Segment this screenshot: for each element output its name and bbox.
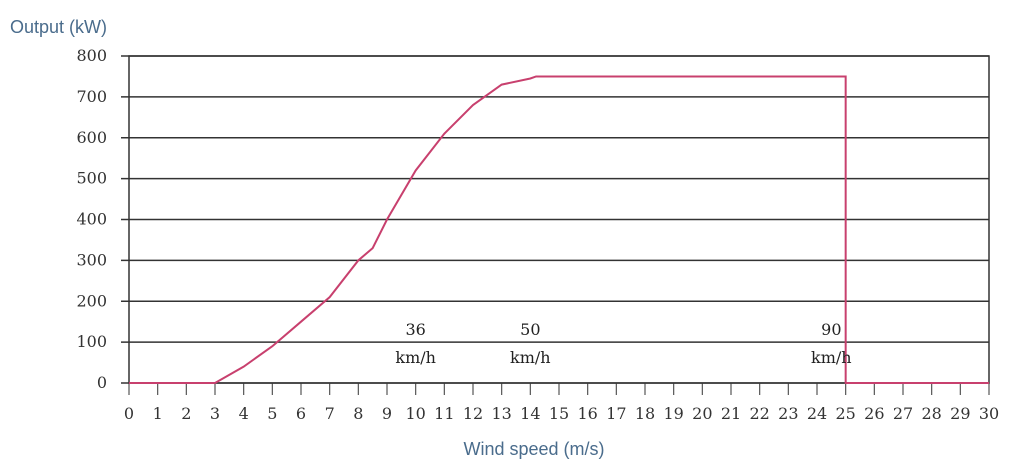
x-tick-label: 23 — [778, 404, 798, 423]
x-tick-label: 10 — [405, 404, 425, 423]
x-tick-label: 22 — [749, 404, 769, 423]
speed-annotations: 36 km/h 50 km/h 90 km/h — [395, 320, 851, 367]
annotation-unit: km/h — [510, 348, 551, 367]
annotation-value: 50 — [520, 320, 540, 339]
x-tick-label: 20 — [692, 404, 712, 423]
x-tick-label: 9 — [382, 404, 392, 423]
y-axis-label: Output (kW) — [10, 17, 107, 37]
x-tick-label: 5 — [267, 404, 277, 423]
x-tick-label: 0 — [124, 404, 134, 423]
y-tick-label: 0 — [97, 373, 107, 392]
x-tick-label: 25 — [835, 404, 855, 423]
x-tick-label: 29 — [950, 404, 970, 423]
x-tick-label: 26 — [864, 404, 884, 423]
x-axis-label: Wind speed (m/s) — [463, 439, 604, 459]
y-tick-label: 600 — [76, 128, 107, 147]
x-tick-label: 27 — [893, 404, 913, 423]
annotation-unit: km/h — [395, 348, 436, 367]
y-tick-label: 800 — [76, 46, 107, 65]
x-tick-label: 16 — [577, 404, 597, 423]
x-tick-label: 24 — [807, 404, 827, 423]
x-tick-label: 21 — [721, 404, 741, 423]
x-tick-label: 18 — [635, 404, 655, 423]
x-tick-label: 11 — [434, 404, 454, 423]
y-tick-label: 100 — [76, 332, 107, 351]
x-tick-label: 2 — [181, 404, 191, 423]
x-axis-ticks: 0 1 2 3 4 5 6 7 8 9 10 11 12 13 14 15 16 17 18 19 20 21 22 23 24… — [124, 383, 999, 423]
x-tick-label: 15 — [549, 404, 569, 423]
y-tick-label: 200 — [76, 291, 107, 310]
y-tick-label: 400 — [76, 210, 107, 229]
annotation-unit: km/h — [811, 348, 852, 367]
x-tick-label: 14 — [520, 404, 540, 423]
x-tick-label: 13 — [491, 404, 511, 423]
x-tick-label: 4 — [239, 404, 249, 423]
x-tick-label: 19 — [663, 404, 683, 423]
x-tick-label: 17 — [606, 404, 626, 423]
grid-lines — [129, 55, 989, 384]
annotation-value: 90 — [821, 320, 841, 339]
x-tick-label: 3 — [210, 404, 220, 423]
x-tick-label: 12 — [463, 404, 483, 423]
annotation-value: 36 — [405, 320, 425, 339]
x-tick-label: 7 — [325, 404, 335, 423]
y-tick-label: 500 — [76, 169, 107, 188]
x-tick-label: 1 — [153, 404, 163, 423]
x-tick-label: 8 — [353, 404, 363, 423]
power-output-line — [129, 75, 989, 384]
y-tick-label: 300 — [76, 250, 107, 269]
y-axis-ticks: 0 100 200 300 400 500 600 700 800 — [76, 46, 129, 392]
x-tick-label: 28 — [921, 404, 941, 423]
plot-frame — [128, 55, 990, 384]
x-tick-label: 6 — [296, 404, 306, 423]
x-tick-label: 30 — [979, 404, 999, 423]
y-tick-label: 700 — [76, 87, 107, 106]
